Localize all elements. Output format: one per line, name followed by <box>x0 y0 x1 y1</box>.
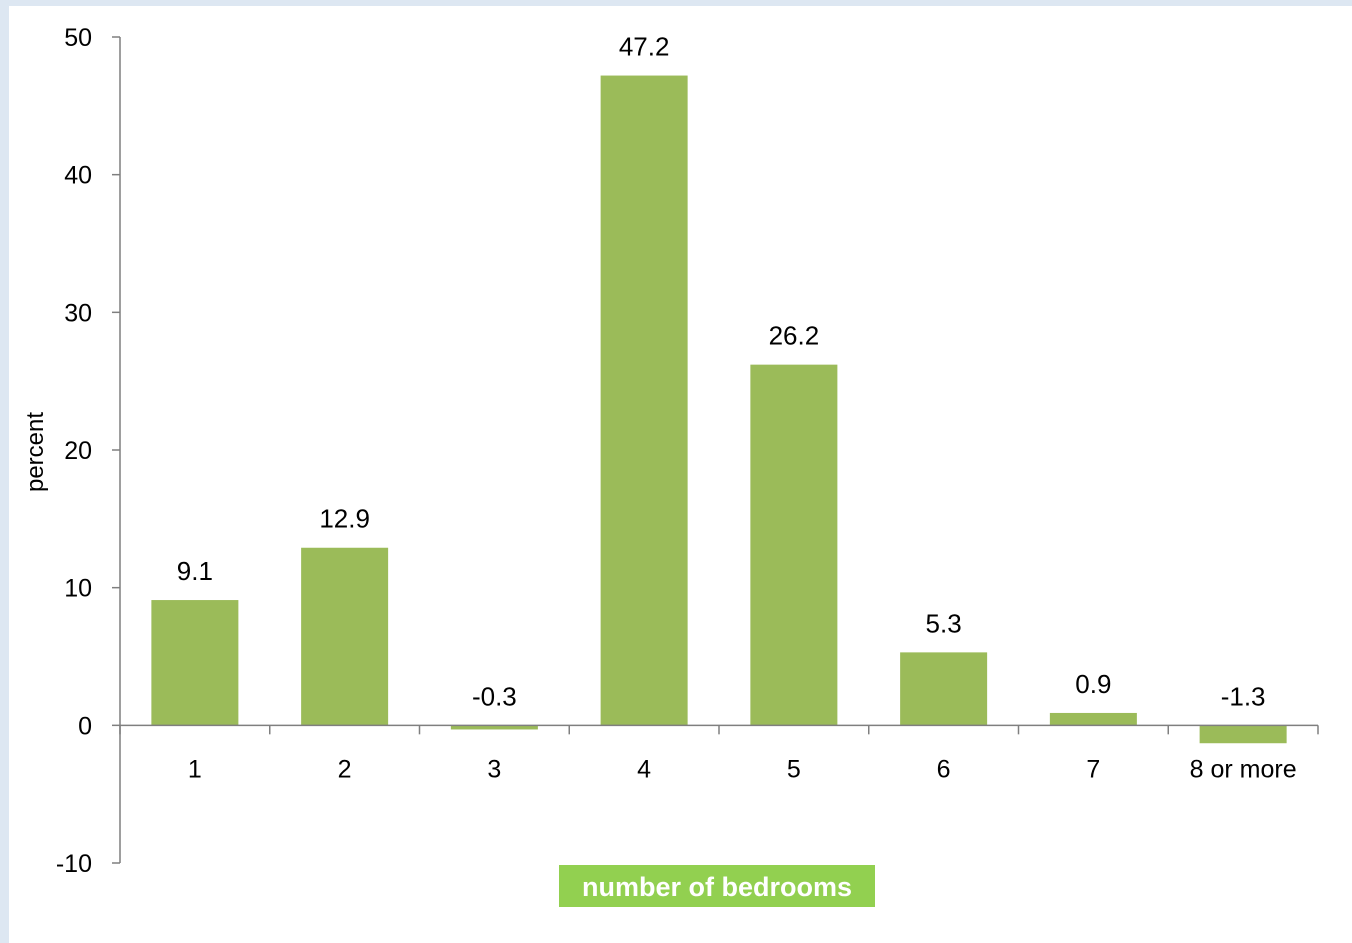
y-tick-label: 30 <box>64 299 92 327</box>
data-label: 5.3 <box>926 608 962 638</box>
y-tick-label: 10 <box>64 575 92 603</box>
x-tick-label: 1 <box>188 755 202 783</box>
x-tick-label: 7 <box>1086 755 1100 783</box>
data-label: 47.2 <box>619 32 670 62</box>
x-tick-label: 3 <box>487 755 501 783</box>
x-tick-label: 6 <box>937 755 951 783</box>
data-label: -0.3 <box>472 681 517 711</box>
data-label: -1.3 <box>1221 681 1266 711</box>
data-label: 9.1 <box>177 556 213 586</box>
x-axis-label: number of bedrooms <box>582 872 852 902</box>
bar <box>750 364 838 726</box>
bar <box>151 600 239 726</box>
x-axis-label-box: number of bedrooms <box>559 865 875 907</box>
data-labels: 9.1 12.9 -0.3 47.2 26.2 5.3 0.9 -1.3 <box>177 32 1266 712</box>
bar <box>450 725 538 730</box>
x-tick-label: 4 <box>637 755 651 783</box>
y-tick-label: -10 <box>56 850 92 878</box>
bar <box>301 547 389 726</box>
x-tick-label: 2 <box>338 755 352 783</box>
x-tick-label: 5 <box>787 755 801 783</box>
data-label: 0.9 <box>1075 669 1111 699</box>
bar <box>600 75 688 726</box>
y-axis-ticks: -10 0 10 20 30 40 50 <box>56 24 120 878</box>
bar <box>900 652 988 726</box>
bar <box>1199 725 1287 744</box>
y-tick-label: 50 <box>64 24 92 52</box>
bars <box>151 75 1287 744</box>
data-label: 26.2 <box>769 321 820 351</box>
y-axis-label: percent <box>22 412 49 492</box>
y-tick-label: 20 <box>64 437 92 465</box>
bar <box>1049 712 1137 726</box>
y-tick-label: 0 <box>78 712 92 740</box>
x-axis-ticks: 1 2 3 4 5 6 7 8 or more <box>119 725 1319 783</box>
axes <box>119 37 1318 863</box>
y-tick-label: 40 <box>64 162 92 190</box>
data-label: 12.9 <box>319 504 370 534</box>
x-tick-label: 8 or more <box>1190 755 1297 783</box>
